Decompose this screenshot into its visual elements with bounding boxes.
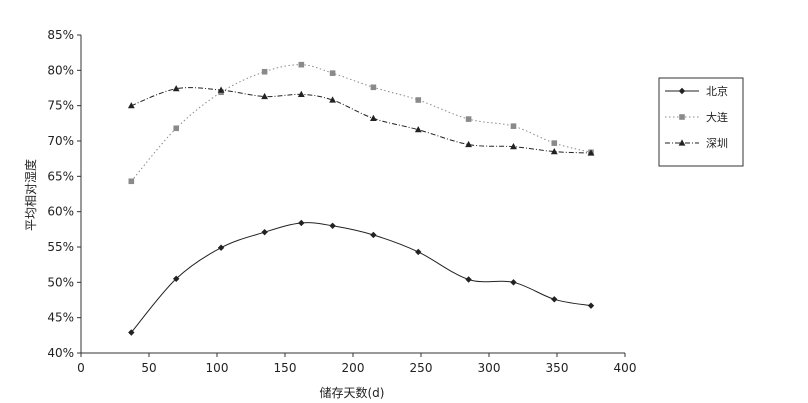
- data-point: [261, 92, 268, 100]
- x-tick-label: 50: [141, 361, 156, 375]
- y-tick-label: 40%: [47, 346, 74, 360]
- x-tick-label: 100: [206, 361, 229, 375]
- data-point: [551, 296, 558, 303]
- data-point: [415, 248, 422, 256]
- data-point: [550, 148, 558, 155]
- data-point: [329, 222, 336, 229]
- data-point: [329, 96, 336, 103]
- data-point: [370, 231, 377, 239]
- x-tick-label: 150: [274, 361, 297, 375]
- data-point: [173, 125, 179, 132]
- x-tick-label: 300: [478, 361, 501, 375]
- data-point: [587, 302, 595, 309]
- data-point: [298, 61, 305, 68]
- data-point: [465, 276, 472, 283]
- data-point: [127, 102, 135, 109]
- data-point: [128, 178, 135, 185]
- y-tick-label: 75%: [47, 99, 74, 113]
- data-point: [329, 70, 336, 76]
- data-point: [370, 114, 377, 121]
- data-point: [510, 123, 517, 129]
- legend-item: 大连: [665, 110, 728, 124]
- y-tick-label: 60%: [47, 205, 74, 219]
- x-tick-label: 250: [410, 361, 433, 375]
- x-axis-title: 储存天数(d): [320, 385, 385, 400]
- legend-marker: [678, 139, 686, 146]
- axes: 40% 45% 50% 55% 60% 65% 70% 75% 80% 85% 0 50 100 150 2…: [47, 28, 636, 375]
- data-point: [510, 279, 517, 286]
- data-point: [297, 90, 305, 97]
- series-layer: [127, 61, 595, 336]
- series-line: [130, 64, 592, 182]
- x-tick-label: 350: [546, 361, 569, 375]
- series-2: [128, 61, 594, 185]
- y-tick-label: 50%: [47, 275, 74, 289]
- data-point: [414, 126, 422, 133]
- data-point: [128, 329, 135, 336]
- series-line: [130, 222, 592, 333]
- legend-item: 北京: [665, 84, 728, 98]
- data-point: [298, 219, 305, 227]
- y-tick-label: 85%: [47, 28, 74, 42]
- data-point: [172, 85, 180, 92]
- y-tick-label: 65%: [47, 169, 74, 183]
- data-point: [465, 140, 472, 148]
- data-point: [261, 68, 268, 75]
- legend-label: 北京: [706, 84, 728, 98]
- data-point: [551, 140, 558, 146]
- legend-marker: [678, 87, 686, 95]
- data-point: [465, 116, 472, 122]
- data-point: [415, 97, 422, 103]
- legend-item: 深圳: [665, 137, 728, 150]
- y-tick-label: 55%: [47, 240, 74, 254]
- x-tick-label: 0: [77, 361, 85, 375]
- series-line: [131, 87, 592, 154]
- y-axis-title: 平均相对湿度: [23, 159, 38, 231]
- x-tick-label: 400: [614, 361, 637, 375]
- legend-marker: [679, 114, 685, 120]
- data-point: [370, 84, 377, 91]
- x-tick-label: 200: [342, 361, 365, 375]
- series-1: [128, 219, 595, 336]
- data-point: [587, 149, 595, 156]
- data-point: [510, 143, 517, 150]
- data-point: [217, 244, 225, 251]
- series-3: [127, 85, 595, 156]
- legend-box: [658, 77, 744, 167]
- data-point: [217, 86, 225, 93]
- legend-label: 大连: [706, 110, 728, 124]
- y-tick-label: 70%: [47, 134, 74, 148]
- y-tick-label: 80%: [47, 63, 74, 77]
- y-tick-label: 45%: [47, 311, 74, 325]
- data-point: [173, 275, 180, 282]
- data-point: [261, 228, 268, 236]
- legend-label: 深圳: [706, 137, 728, 150]
